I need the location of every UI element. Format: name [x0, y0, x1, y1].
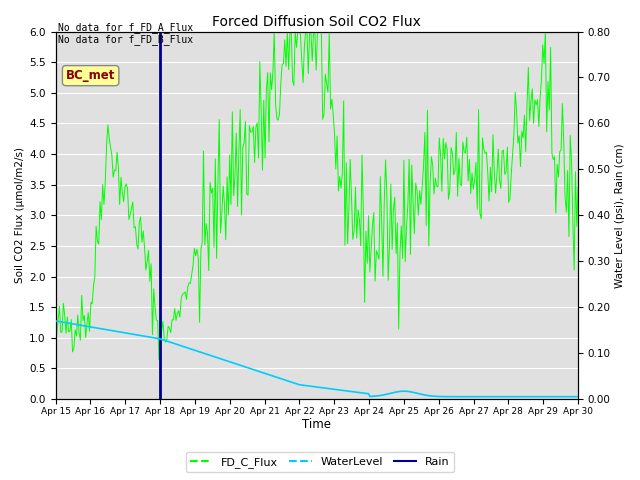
Title: Forced Diffusion Soil CO2 Flux: Forced Diffusion Soil CO2 Flux: [212, 15, 421, 29]
Text: No data for f_FD_A_Flux: No data for f_FD_A_Flux: [58, 22, 193, 33]
X-axis label: Time: Time: [302, 419, 332, 432]
Y-axis label: Water Level (psi), Rain (cm): Water Level (psi), Rain (cm): [615, 143, 625, 288]
Y-axis label: Soil CO2 Flux (μmol/m2/s): Soil CO2 Flux (μmol/m2/s): [15, 147, 25, 283]
Text: BC_met: BC_met: [66, 69, 115, 82]
Text: No data for f_FD_B_Flux: No data for f_FD_B_Flux: [58, 35, 193, 46]
Legend: FD_C_Flux, WaterLevel, Rain: FD_C_Flux, WaterLevel, Rain: [186, 452, 454, 472]
